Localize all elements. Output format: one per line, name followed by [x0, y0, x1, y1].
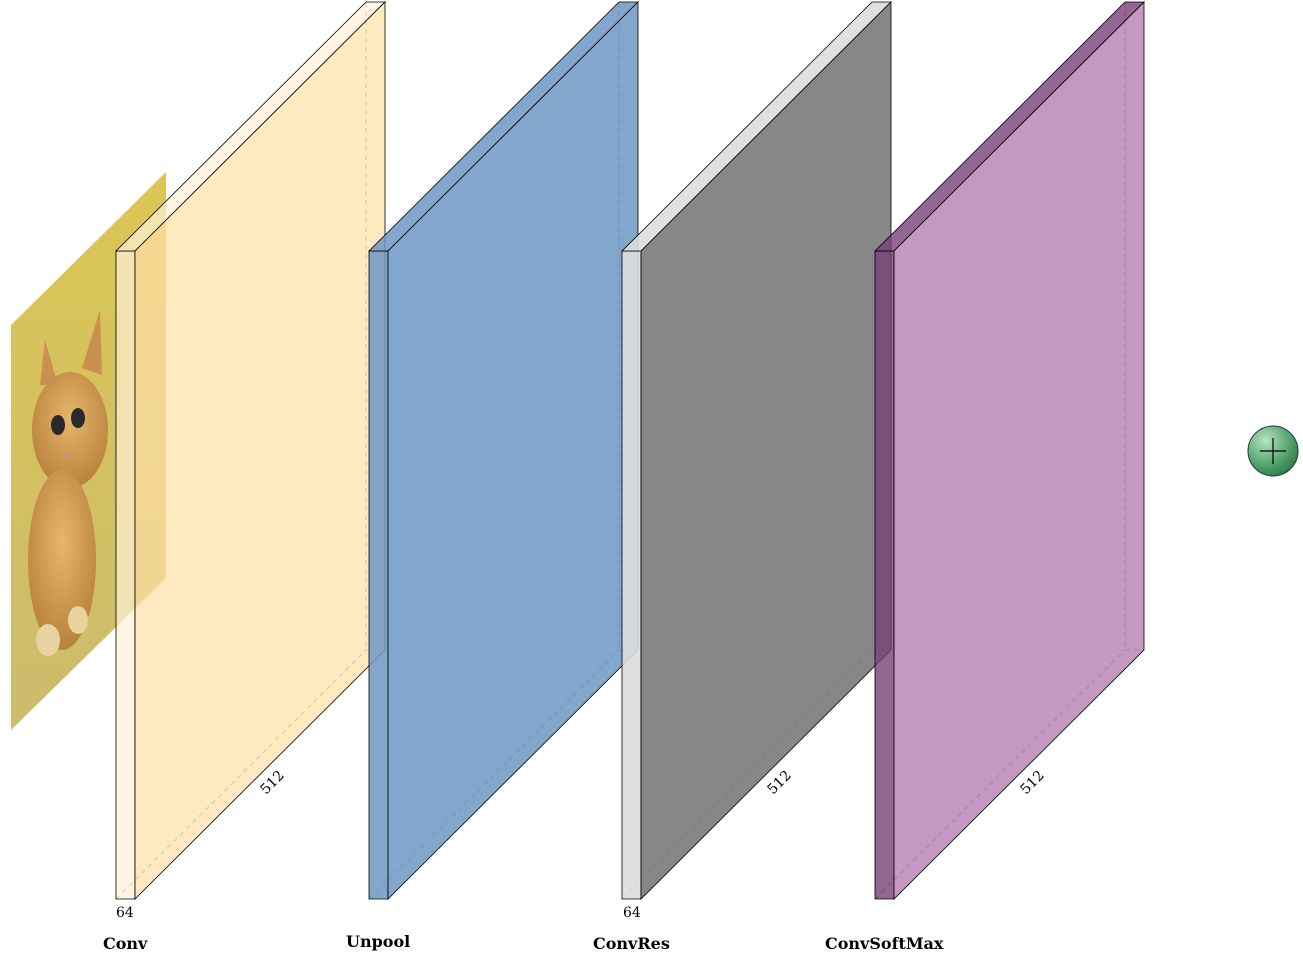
sum-node — [1248, 426, 1298, 476]
layers-group — [116, 2, 1144, 899]
depth-label-conv: 64 — [116, 905, 134, 921]
layer-caption-convres: ConvRes — [593, 934, 670, 953]
depth-label-convres: 64 — [623, 905, 641, 921]
size-label-convres: 512 — [765, 768, 795, 798]
layer-block-unpool — [369, 2, 638, 899]
layer-block-conv — [116, 2, 385, 899]
layer-block-convres — [622, 2, 891, 899]
layer-caption-convsoftmax: ConvSoftMax — [825, 934, 944, 953]
size-label-convsoftmax: 512 — [1018, 768, 1048, 798]
layer-caption-unpool: Unpool — [346, 932, 410, 951]
layer-caption-conv: Conv — [103, 934, 148, 953]
layer-block-convsoftmax — [875, 2, 1144, 899]
